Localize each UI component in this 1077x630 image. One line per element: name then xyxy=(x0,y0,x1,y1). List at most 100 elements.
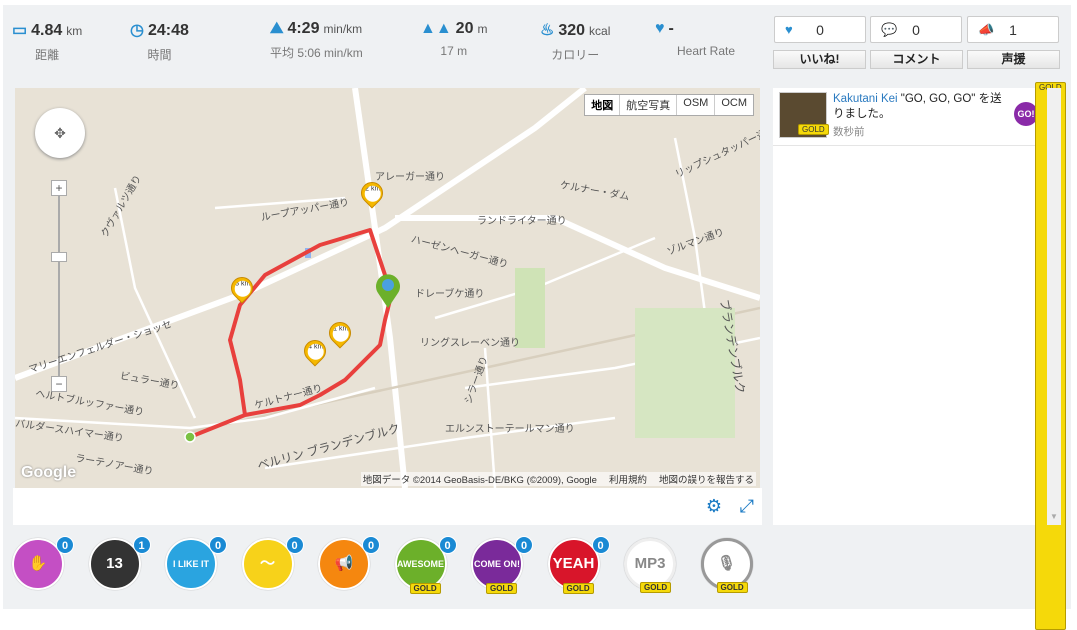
stamp-count-badge: 0 xyxy=(285,536,304,554)
stamp-count-badge: 0 xyxy=(515,536,533,554)
gold-badge: GOLD xyxy=(409,583,441,594)
stamp-mp3[interactable]: MP3 GOLD xyxy=(624,538,676,593)
stat-calories: ♨ 320 kcal カロリー xyxy=(540,20,610,70)
map-type-osm[interactable]: OSM xyxy=(676,95,714,115)
gold-badge: GOLD xyxy=(716,582,748,593)
stamp-label: 13 xyxy=(106,555,123,572)
feed-time: 数秒前 xyxy=(833,126,865,138)
street-label: ドレーブケ通り xyxy=(415,289,485,300)
distance-unit: km xyxy=(66,24,83,38)
zoom-slider[interactable]: + − xyxy=(51,180,67,392)
clock-icon: ◷ xyxy=(130,22,144,39)
calories-unit: kcal xyxy=(589,24,611,38)
distance-value: 4.84 xyxy=(31,22,63,39)
ruler-icon: ▭ xyxy=(12,22,28,39)
like-button[interactable]: いいね! xyxy=(773,50,866,69)
stamp-clap[interactable]: ✋ 0 xyxy=(12,536,74,590)
zoom-handle[interactable] xyxy=(51,252,67,262)
pace-unit: min/km xyxy=(323,22,363,36)
km-marker-label: 3 km xyxy=(234,280,251,297)
elevation-unit: m xyxy=(477,22,488,36)
like-count-value: 0 xyxy=(816,22,824,38)
map-type-control: 地図 航空写真 OSM OCM xyxy=(584,94,754,116)
stat-time: ◷ 24:48 時間 xyxy=(130,20,189,70)
stamp-label: AWESOME xyxy=(396,559,444,569)
zoom-in-button[interactable]: + xyxy=(51,180,67,196)
map-type-ocm[interactable]: OCM xyxy=(714,95,753,115)
street-label: アレーガー通り xyxy=(375,172,445,183)
map-canvas xyxy=(15,88,760,488)
cheer-count: 📣 1 xyxy=(967,16,1059,43)
stamp-i-like-it[interactable]: I LIKE IT 0 xyxy=(165,536,227,590)
stamp-megaphone[interactable]: 📢 0 xyxy=(318,536,380,590)
user-link[interactable]: Kakutani Kei xyxy=(833,93,898,105)
calories-value: 320 xyxy=(558,22,586,39)
start-marker[interactable] xyxy=(184,431,196,443)
zoom-out-button[interactable]: − xyxy=(51,376,67,392)
mountain-icon: ▲▲ xyxy=(420,20,452,37)
street-label: エルンストーテールマン通り xyxy=(445,424,575,435)
km-marker-label: 2 km xyxy=(364,185,381,202)
report-error-link[interactable]: 地図の誤りを報告する xyxy=(658,475,754,486)
road-east xyxy=(395,215,760,301)
gold-badge: GOLD xyxy=(486,583,518,594)
stamp-label: 📢 xyxy=(334,555,354,572)
feed-message: Kakutani Kei "GO, GO, GO" を送りました。 xyxy=(833,92,1008,122)
stamp-count-badge: 0 xyxy=(591,536,610,554)
stat-elevation: ▲▲ 20 m 17 m xyxy=(420,20,487,70)
stamp-label: YEAH xyxy=(552,555,595,572)
megaphone-icon: 📣 xyxy=(978,22,995,37)
stamp-awesome[interactable]: AWESOME 0 GOLD xyxy=(394,536,457,594)
google-logo[interactable]: Google xyxy=(21,464,77,481)
stamp-come-on[interactable]: COME ON! 0 GOLD xyxy=(471,536,533,594)
comment-button[interactable]: コメント xyxy=(870,50,963,69)
stamp-13[interactable]: 13 1 xyxy=(88,536,151,590)
gold-badge: GOLD xyxy=(562,583,594,594)
avg-pace-label: 平均 5:06 min/km xyxy=(270,46,363,60)
stamp-label: MP3 xyxy=(634,555,666,572)
distance-label: 距離 xyxy=(35,48,60,62)
route-map[interactable]: 1 km 2 km 3 km 4 km ✥ + − 地図 航空写真 OSM OCM ア… xyxy=(15,88,760,488)
user-avatar[interactable]: GOLD xyxy=(779,92,829,138)
cheer-button[interactable]: 声援 xyxy=(967,50,1060,69)
pace-value: 4:29 xyxy=(287,20,320,37)
time-label: 時間 xyxy=(147,48,172,62)
stamp-wave[interactable]: 〜 0 xyxy=(241,536,304,590)
feed-item: GOLD Kakutani Kei "GO, GO, GO" を送りました。 数… xyxy=(773,88,1046,146)
stamp-count-badge: 0 xyxy=(438,536,457,554)
km-marker-label: 4 km xyxy=(307,343,324,360)
feed-text: "GO, GO, GO" を送りました。 xyxy=(833,93,1002,120)
fullscreen-icon[interactable]: ⤢ xyxy=(739,496,754,516)
pace-icon: ⛰ xyxy=(270,20,284,37)
stamp-label: ✋ xyxy=(28,555,48,572)
map-attribution: 地図データ ©2014 GeoBasis-DE/BKG (©2009), Goo… xyxy=(360,472,756,486)
stamp-mic[interactable]: 🎙 GOLD xyxy=(700,538,753,593)
stamp-yeah[interactable]: YEAH 0 GOLD xyxy=(547,536,610,594)
comment-count: 💬 0 xyxy=(870,16,962,43)
stamp-label: 🎙 xyxy=(716,555,737,572)
speech-bubble-icon: 💬 xyxy=(881,22,898,37)
stamp-count-badge: 0 xyxy=(209,536,227,554)
settings-gear-icon[interactable]: ⚙ xyxy=(705,496,722,516)
heart-rate-label: Heart Rate xyxy=(677,44,736,58)
stat-pace: ⛰ 4:29 min/km 平均 5:06 min/km xyxy=(270,20,363,70)
like-count: ♥ 0 xyxy=(774,16,866,43)
street-label: リングスレーベン通り xyxy=(420,338,520,349)
flame-icon: ♨ xyxy=(540,22,555,39)
stamp-label: COME ON! xyxy=(474,559,520,569)
cheer-count-value: 1 xyxy=(1009,22,1017,38)
stat-distance: ▭ 4.84 km 距離 xyxy=(12,20,82,70)
gold-badge: GOLD xyxy=(798,124,829,135)
map-type-map[interactable]: 地図 xyxy=(591,100,614,112)
stamp-count-badge: 0 xyxy=(362,536,380,554)
finish-marker[interactable] xyxy=(376,274,400,308)
heart-rate-icon: ♥ xyxy=(655,20,665,37)
feed-scrollbar[interactable]: ▼ xyxy=(1047,88,1061,525)
pan-control[interactable]: ✥ xyxy=(35,108,85,158)
elevation-value: 20 xyxy=(455,20,474,37)
terms-link[interactable]: 利用規約 xyxy=(608,475,647,486)
map-type-satellite[interactable]: 航空写真 xyxy=(619,95,676,115)
time-value: 24:48 xyxy=(147,22,189,39)
heart-rate-value: - xyxy=(668,20,674,37)
gold-badge: GOLD xyxy=(640,582,672,593)
